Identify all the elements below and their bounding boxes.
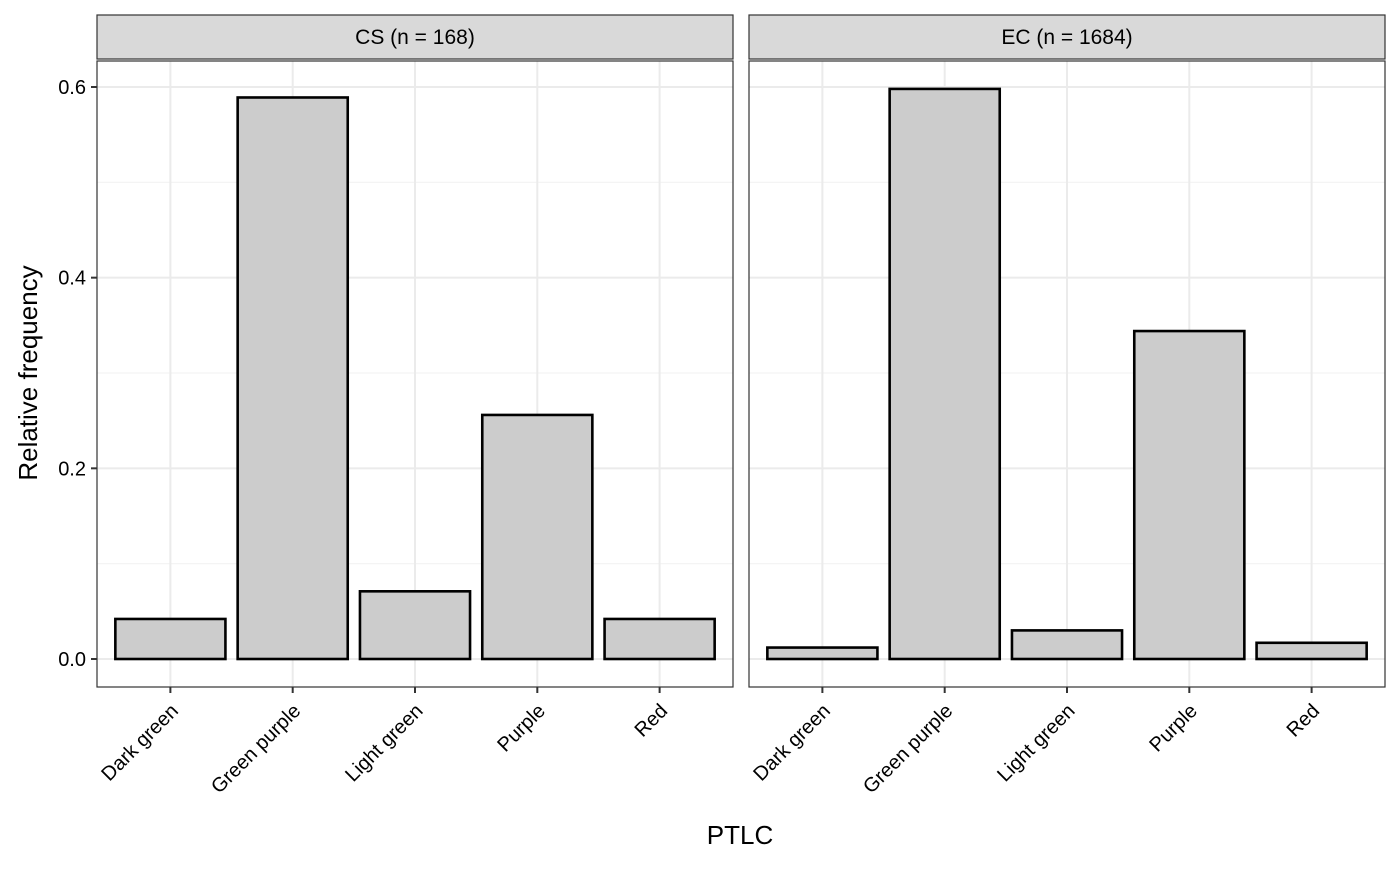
bar-green-purple <box>888 87 1002 661</box>
facet-strip <box>96 14 734 60</box>
bar-dark-green <box>114 617 227 661</box>
y-axis-title: Relative frequency <box>13 265 43 480</box>
facet-strip <box>748 14 1386 60</box>
x-tick-label: Green purple <box>859 700 957 798</box>
y-tick-label: 0.2 <box>58 458 86 480</box>
bar-purple <box>480 413 594 661</box>
x-tick-label: Light green <box>993 700 1079 786</box>
bar-light-green <box>1010 629 1124 661</box>
bar-red <box>1255 641 1368 661</box>
y-tick-label: 0.0 <box>58 649 86 671</box>
x-tick-label: Purple <box>493 700 549 756</box>
x-tick-label: Dark green <box>749 700 835 786</box>
x-tick-label: Light green <box>341 700 427 786</box>
bar-purple <box>1132 329 1246 661</box>
bar-green-purple <box>236 96 350 661</box>
y-tick-label: 0.6 <box>58 77 86 99</box>
facet-panel-2: EC (n = 1684) Dark green Green purple Light… <box>748 14 1386 798</box>
x-tick-label: Red <box>1283 700 1325 742</box>
x-tick-label: Dark green <box>97 700 183 786</box>
bar-dark-green <box>766 646 879 661</box>
bar-red <box>603 617 716 661</box>
x-axis-title: PTLC <box>707 820 773 850</box>
facets-layer: CS (n = 168) Dark green Green purple Light … <box>58 14 1386 798</box>
facet-panel-1: CS (n = 168) Dark green Green purple Light … <box>58 14 734 798</box>
bar-light-green <box>358 590 472 661</box>
facet-strip-label: EC (n = 1684) <box>1001 26 1132 49</box>
y-tick-label: 0.4 <box>58 268 86 290</box>
x-tick-label: Green purple <box>207 700 305 798</box>
x-tick-label: Red <box>631 700 673 742</box>
x-tick-label: Purple <box>1145 700 1201 756</box>
facet-strip-label: CS (n = 168) <box>355 26 475 49</box>
